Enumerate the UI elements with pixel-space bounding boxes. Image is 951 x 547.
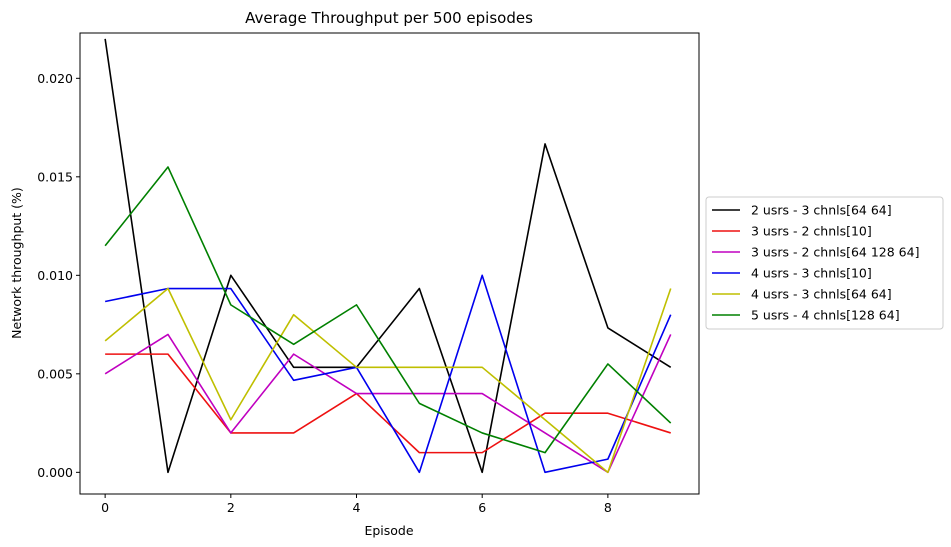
- x-tick-label: 8: [604, 500, 612, 515]
- x-axis-label: Episode: [364, 523, 413, 538]
- legend-label: 2 usrs - 3 chnls[64 64]: [751, 203, 892, 218]
- y-tick-label: 0.010: [37, 268, 73, 283]
- x-tick-label: 6: [478, 500, 486, 515]
- legend-label: 4 usrs - 3 chnls[64 64]: [751, 287, 892, 302]
- legend: 2 usrs - 3 chnls[64 64] 3 usrs - 2 chnls[…: [705, 196, 944, 330]
- y-tick-label: 0.020: [37, 71, 73, 86]
- y-axis-ticks: 0.000 0.005 0.010 0.015 0.020: [37, 71, 80, 480]
- x-axis-ticks: 0 2 4 6 8: [101, 494, 612, 515]
- legend-label: 5 usrs - 4 chnls[128 64]: [751, 308, 900, 323]
- plot-lines: [104, 38, 672, 474]
- x-tick-label: 4: [353, 500, 361, 515]
- series-line-4: [104, 274, 672, 474]
- series-line-2: [105, 353, 671, 454]
- series-line-6: [104, 166, 672, 454]
- legend-label: 3 usrs - 2 chnls[64 128 64]: [751, 245, 919, 260]
- plot-frame: [79, 32, 700, 495]
- legend-frame: [705, 196, 944, 330]
- series-line-3: [104, 333, 672, 474]
- y-axis-label: Network throughput (%): [9, 187, 24, 339]
- x-tick-label: 2: [227, 500, 235, 515]
- y-tick-label: 0.005: [37, 366, 73, 381]
- y-tick-label: 0.000: [37, 465, 73, 480]
- series-line-1: [104, 38, 672, 474]
- x-tick-label: 0: [101, 500, 109, 515]
- y-tick-label: 0.015: [37, 169, 73, 184]
- legend-label: 3 usrs - 2 chnls[10]: [751, 224, 872, 239]
- legend-label: 4 usrs - 3 chnls[10]: [751, 266, 872, 281]
- series-line-5: [104, 287, 672, 474]
- chart-title: Average Throughput per 500 episodes: [245, 9, 533, 27]
